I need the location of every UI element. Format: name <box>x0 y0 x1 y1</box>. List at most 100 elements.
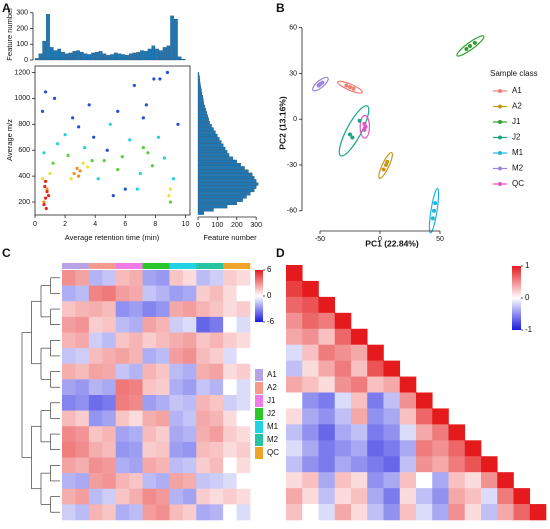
corr-cell <box>367 472 384 489</box>
hist-bar <box>38 53 43 61</box>
heat-cell <box>115 488 130 505</box>
point <box>150 164 154 168</box>
heat-cell <box>129 488 143 505</box>
y-tick-label: 60 <box>289 24 297 31</box>
corr-cell <box>464 488 482 505</box>
heat-cell <box>62 285 76 302</box>
corr-cell <box>399 488 417 505</box>
corr-cell <box>302 424 319 441</box>
corr-cell <box>302 312 319 330</box>
heat-cell <box>75 316 90 333</box>
corr-cell <box>286 456 303 473</box>
corr-cell <box>286 392 303 409</box>
corr-cell <box>497 504 514 521</box>
hist-bar <box>197 150 228 154</box>
hist-bar <box>197 192 251 196</box>
class-label: J2 <box>267 409 276 418</box>
point <box>167 193 171 198</box>
heat-cell <box>182 504 197 521</box>
corr-cell <box>286 408 303 425</box>
point <box>42 151 46 155</box>
corr-cell <box>432 504 449 521</box>
heat-cell <box>236 270 251 286</box>
corr-cell <box>302 488 319 505</box>
heat-cell <box>182 270 197 286</box>
heat-cell <box>156 441 170 458</box>
heat-cell <box>88 379 103 396</box>
heat-cell <box>115 270 130 286</box>
corr-cell <box>286 472 303 489</box>
point <box>171 177 176 181</box>
heat-cell <box>223 473 237 490</box>
y-tick-label: 200 <box>16 25 28 32</box>
confidence-ellipse <box>338 105 370 157</box>
hist-bar <box>132 52 137 61</box>
heat-cell <box>62 410 76 427</box>
heat-cell <box>102 270 117 286</box>
heat-cell <box>88 395 103 411</box>
heat-cell <box>129 379 143 396</box>
heat-cell <box>62 332 76 349</box>
corr-cell <box>302 344 319 361</box>
corr-cell <box>318 392 336 409</box>
heat-cell <box>142 316 157 333</box>
heat-cell <box>115 426 130 443</box>
heat-cell <box>102 441 117 458</box>
hist-bar <box>143 51 148 61</box>
class-bar <box>196 263 211 269</box>
heat-cell <box>88 457 103 474</box>
hist-bar <box>53 50 58 61</box>
class-bar <box>75 263 90 269</box>
heat-cell <box>129 270 143 286</box>
point <box>55 142 60 146</box>
heat-cell <box>62 504 76 521</box>
heat-cell <box>236 426 251 443</box>
heat-cell <box>209 504 224 521</box>
legend-marker <box>498 89 502 93</box>
x-tick-label: 2 <box>63 221 67 228</box>
hist-bar <box>162 47 167 61</box>
class-swatch <box>255 434 263 446</box>
point <box>165 70 170 75</box>
hist-bar <box>121 54 126 61</box>
corr-cell <box>367 488 384 505</box>
corr-cell <box>416 440 433 457</box>
heat-cell <box>209 457 224 474</box>
heat-cell <box>209 426 224 443</box>
heat-cell <box>129 285 143 302</box>
class-label: QC <box>267 448 279 457</box>
corr-cell <box>286 504 303 521</box>
corr-cell <box>481 488 498 505</box>
heat-cell <box>169 332 184 349</box>
heat-cell <box>209 410 224 427</box>
heat-cell <box>236 504 251 521</box>
heat-cell <box>88 316 103 333</box>
heat-cell <box>62 301 76 318</box>
point <box>384 162 388 167</box>
point <box>40 177 45 181</box>
hist-bar <box>197 143 224 147</box>
point <box>362 121 367 126</box>
heat-cell <box>88 301 103 318</box>
heat-cell <box>223 410 237 427</box>
point <box>44 206 48 211</box>
corr-cell <box>432 456 449 473</box>
x-tick-label: 6 <box>123 221 127 228</box>
heat-cell <box>223 348 237 365</box>
point <box>385 159 390 164</box>
class-swatch <box>255 408 263 420</box>
legend-label: J2 <box>512 133 521 142</box>
heat-cell <box>236 457 251 474</box>
heat-cell <box>62 363 76 380</box>
point <box>152 77 156 81</box>
corr-cell <box>334 456 352 473</box>
heat-cell <box>236 363 251 380</box>
corr-cell <box>334 488 352 505</box>
hist-bar <box>197 146 226 150</box>
heat-cell <box>75 270 90 286</box>
hist-bar <box>197 195 247 199</box>
heat-cell <box>75 348 90 365</box>
corr-cell <box>286 440 303 457</box>
corr-cell <box>513 504 531 521</box>
